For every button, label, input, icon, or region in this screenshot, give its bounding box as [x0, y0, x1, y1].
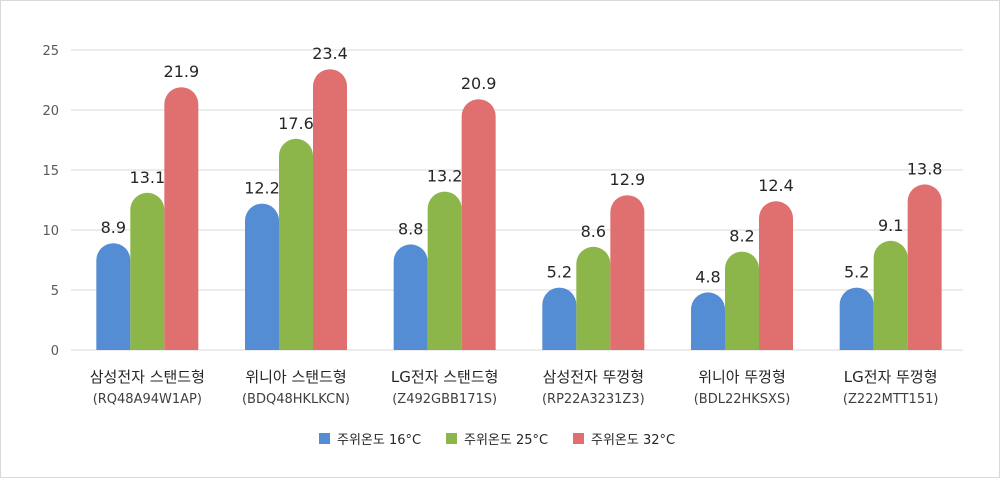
- bar: [245, 203, 279, 350]
- data-label: 5.2: [844, 263, 869, 282]
- data-label: 23.4: [312, 44, 348, 63]
- data-label: 9.1: [878, 216, 903, 235]
- bar: [873, 240, 908, 350]
- bar: [610, 195, 645, 350]
- y-tick-label: 25: [42, 44, 59, 59]
- bar: [279, 138, 313, 350]
- category-label: 삼성전자 스탠드형: [90, 368, 205, 386]
- y-tick-label: 5: [51, 284, 59, 299]
- y-tick-label: 0: [51, 344, 59, 359]
- category-label: 삼성전자 뚜껑형: [543, 368, 644, 386]
- category-model-label: (RP22A3231Z3): [542, 392, 645, 407]
- bar: [313, 69, 347, 350]
- bar: [427, 191, 462, 350]
- data-label: 13.8: [907, 159, 943, 178]
- category-model-label: (Z492GBB171S): [392, 392, 497, 407]
- data-label: 13.2: [427, 167, 463, 186]
- data-label: 5.2: [547, 263, 572, 282]
- data-label: 21.9: [164, 62, 200, 81]
- category-model-label: (BDQ48HKLKCN): [242, 392, 350, 407]
- y-tick-label: 10: [42, 224, 59, 239]
- legend-label: 주위온도 16°C: [337, 433, 421, 448]
- data-label: 12.2: [244, 179, 280, 198]
- data-label: 8.6: [581, 222, 606, 241]
- x-axis-categories: 삼성전자 스탠드형 (RQ48A94W1AP) 위니아 스탠드형 (BDQ48HKLK…: [90, 368, 939, 407]
- legend-label: 주위온도 25°C: [464, 433, 548, 448]
- bar: [725, 251, 759, 350]
- category-label: 위니아 스탠드형: [245, 368, 346, 386]
- bar: [576, 246, 611, 350]
- y-tick-label: 20: [42, 104, 59, 119]
- category-model-label: (Z222MTT151): [843, 392, 939, 407]
- data-labels: 8.9 13.1 21.9 12.2 17.6 23.4 8.8 13.2 20.9 5.2 8.6…: [101, 44, 943, 286]
- category-model-label: (RQ48A94W1AP): [93, 392, 202, 407]
- category-label: LG전자 스탠드형: [391, 368, 499, 386]
- bar: [96, 243, 131, 350]
- data-label: 13.1: [130, 168, 166, 187]
- bar: [164, 87, 199, 350]
- data-label: 8.9: [101, 218, 126, 237]
- data-label: 12.4: [758, 176, 794, 195]
- data-label: 4.8: [695, 267, 720, 286]
- bar: [691, 292, 725, 350]
- bar: [461, 99, 496, 350]
- data-label: 8.2: [729, 227, 754, 246]
- bars: [96, 69, 942, 350]
- bar: [542, 287, 577, 350]
- bar: [839, 287, 874, 350]
- y-axis-ticks: 0 5 10 15 20 25: [42, 44, 59, 359]
- y-tick-label: 15: [42, 164, 59, 179]
- category-model-label: (BDL22HKSXS): [694, 392, 791, 407]
- bar: [393, 244, 428, 350]
- data-label: 20.9: [461, 74, 497, 93]
- legend-swatch: [446, 433, 457, 444]
- bar: [907, 184, 942, 350]
- data-label: 8.8: [398, 219, 423, 238]
- legend-swatch: [319, 433, 330, 444]
- category-label: LG전자 뚜껑형: [844, 368, 938, 386]
- legend-label: 주위온도 32°C: [591, 433, 675, 448]
- data-label: 12.9: [610, 170, 646, 189]
- data-label: 17.6: [278, 114, 314, 133]
- gridlines: [71, 49, 963, 351]
- legend-swatch: [573, 433, 584, 444]
- bar: [130, 192, 165, 350]
- bar: [759, 201, 793, 350]
- legend: 주위온도 16°C 주위온도 25°C 주위온도 32°C: [319, 433, 675, 448]
- category-label: 위니아 뚜껑형: [698, 368, 786, 386]
